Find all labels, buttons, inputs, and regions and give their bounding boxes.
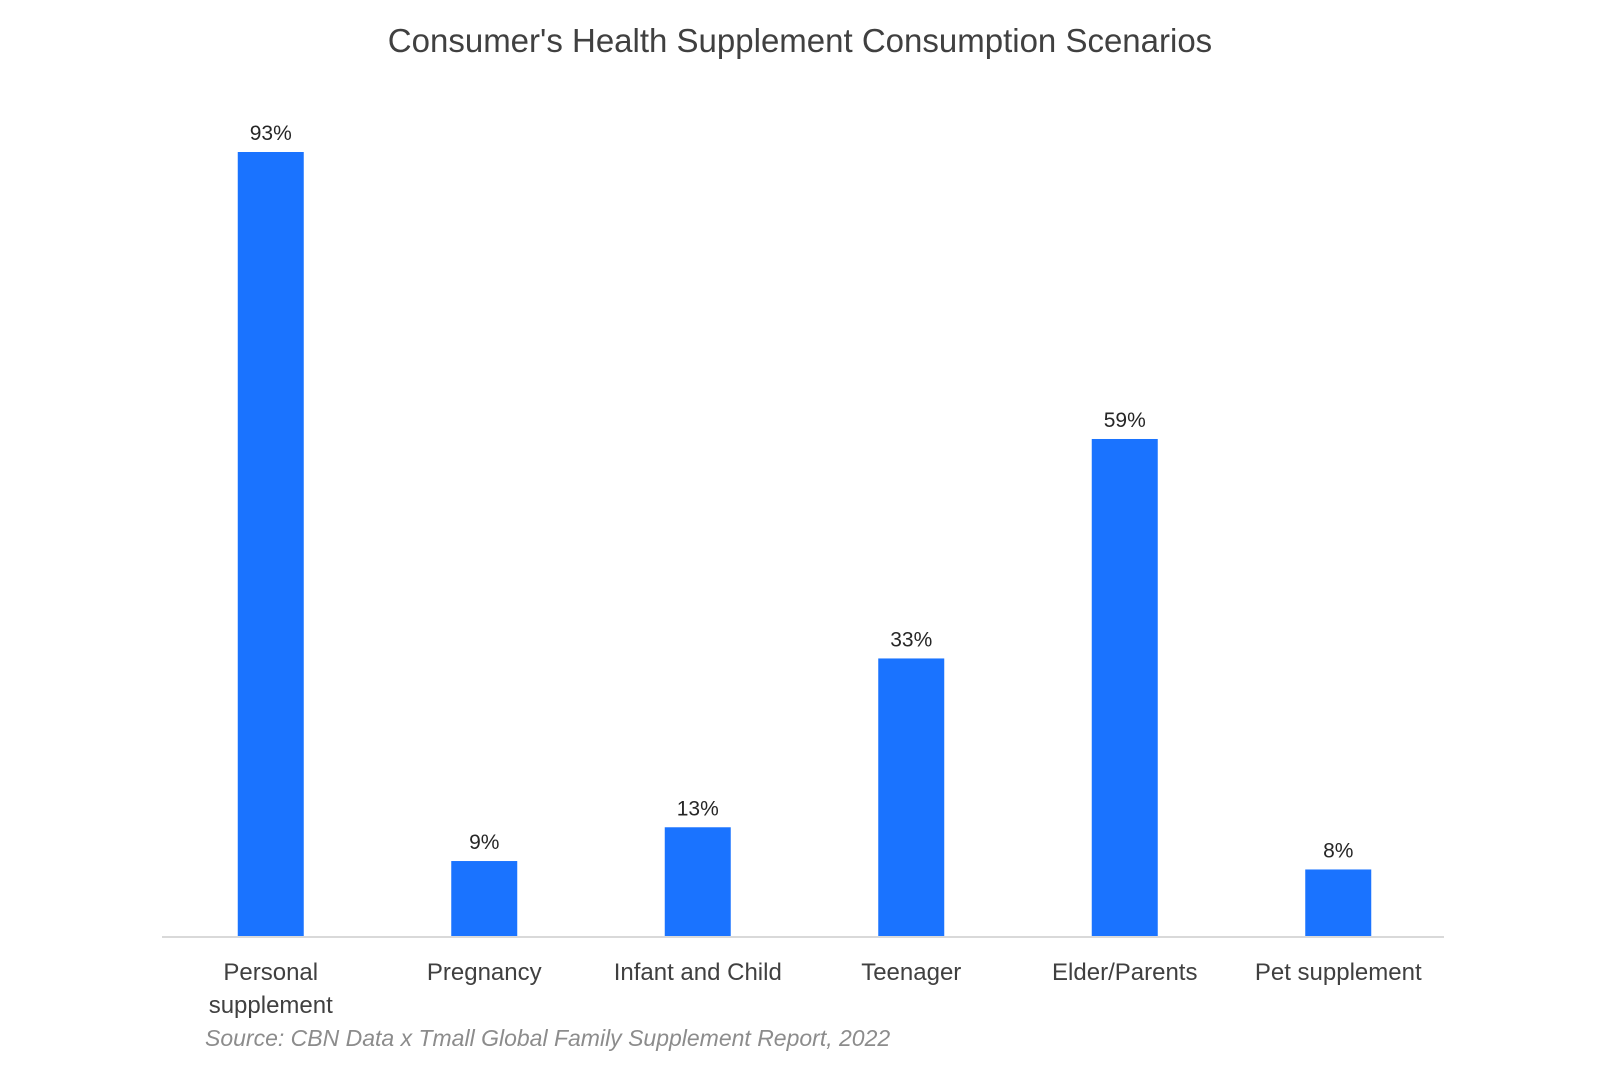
bar-2 [664, 827, 731, 937]
bar-0 [237, 152, 304, 937]
data-label-1: 9% [469, 831, 499, 854]
category-label-5: Pet supplement [1255, 959, 1422, 986]
bar-3 [878, 658, 945, 937]
category-label-3: Teenager [861, 959, 961, 986]
category-label-2: Infant and Child [614, 959, 782, 986]
bar-4 [1091, 438, 1158, 937]
category-label-1: Pregnancy [427, 959, 542, 986]
data-label-5: 8% [1323, 839, 1353, 862]
data-label-4: 59% [1104, 409, 1146, 432]
data-label-0: 93% [250, 122, 292, 145]
bars-group [237, 152, 1372, 937]
category-label-0-line1: supplement [209, 992, 333, 1019]
data-label-3: 33% [890, 628, 932, 651]
source-note: Source: CBN Data x Tmall Global Family S… [205, 1025, 891, 1051]
bar-5 [1305, 869, 1372, 937]
data-label-2: 13% [677, 797, 719, 820]
chart-title: Consumer's Health Supplement Consumption… [387, 22, 1213, 59]
category-label-4: Elder/Parents [1052, 959, 1197, 986]
labels-group: 93% Personal supplement 9% Pregnancy 13% Infan… [209, 122, 1422, 1019]
category-label-0: Personal [223, 959, 318, 986]
bar-1 [451, 861, 518, 937]
